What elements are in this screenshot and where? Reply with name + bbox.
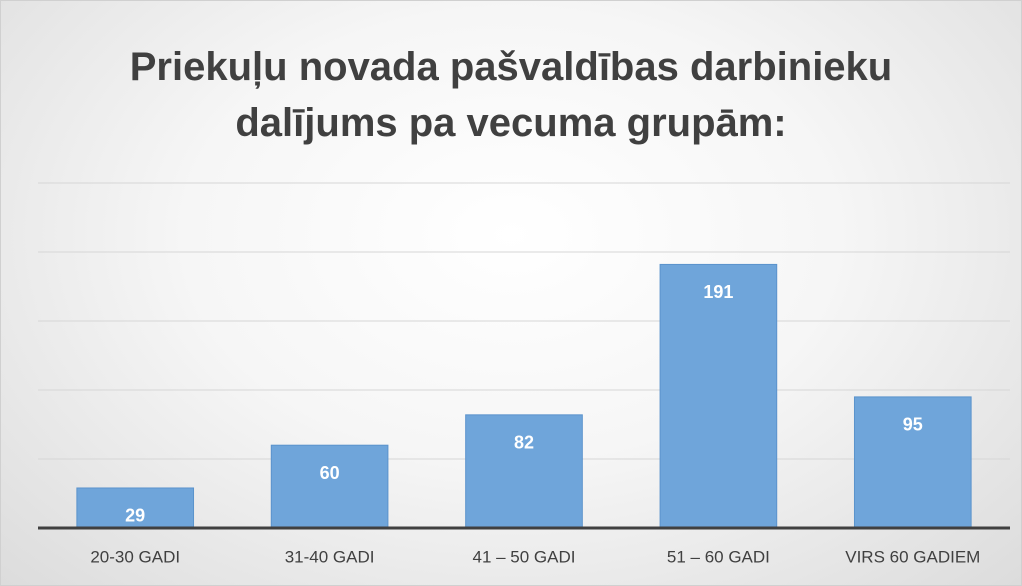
bar [465,414,583,529]
data-label: 82 [514,433,534,453]
x-tick-label: 20-30 GADI [90,547,180,566]
bar [76,487,195,529]
bar [659,263,778,529]
chart-title: Priekuļu novada pašvaldības darbinieku d… [129,45,893,145]
x-tick-label: 31-40 GADI [285,547,375,566]
bar [853,396,972,529]
data-label: 29 [125,506,145,526]
x-tick-label: 41 – 50 GADI [472,547,575,566]
data-label: 95 [903,415,923,435]
data-label: 191 [703,282,733,302]
x-tick-label: 51 – 60 GADI [667,547,770,566]
x-tick-label: VIRS 60 GADIEM [845,547,980,566]
bar [270,444,389,529]
data-label: 60 [320,463,340,483]
